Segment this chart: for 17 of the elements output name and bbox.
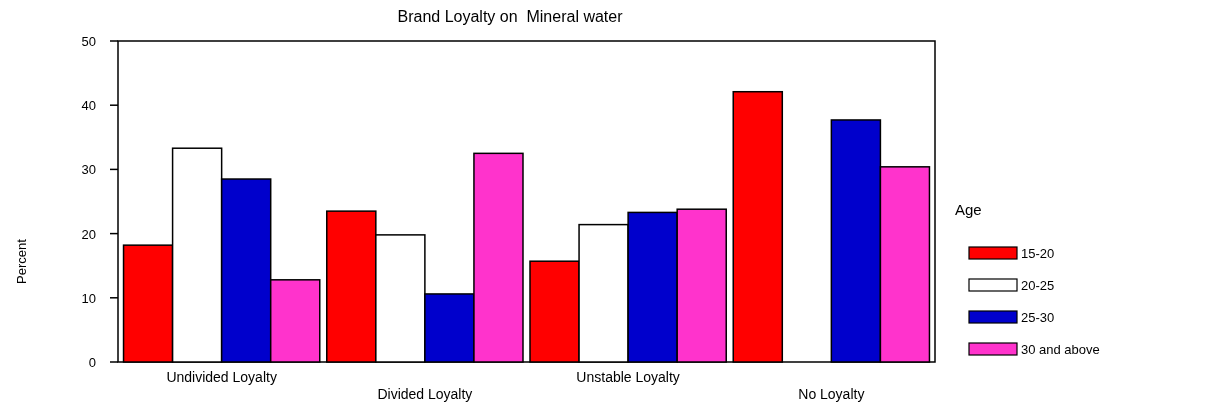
x-tick-label: Undivided Loyalty	[166, 369, 277, 385]
legend-label: 25-30	[1021, 310, 1055, 325]
y-tick-label: 50	[81, 34, 96, 49]
legend-title: Age	[955, 201, 982, 218]
y-tick-label: 0	[88, 355, 96, 370]
y-axis-title: Percent	[14, 238, 29, 284]
y-tick-label: 30	[81, 162, 96, 178]
legend-label: 30 and above	[1021, 342, 1100, 357]
x-tick-label: No Loyalty	[798, 386, 865, 402]
y-tick-label: 40	[81, 98, 96, 114]
y-tick-label: 10	[81, 290, 96, 306]
chart-title: Brand Loyalty on Mineral water	[397, 8, 624, 25]
x-tick-label: Divided Loyalty	[377, 386, 473, 402]
legend-label: 15-20	[1021, 246, 1055, 261]
x-tick-label: Unstable Loyalty	[576, 369, 680, 385]
legend-label: 20-25	[1021, 278, 1055, 293]
y-tick-label: 20	[81, 226, 96, 242]
